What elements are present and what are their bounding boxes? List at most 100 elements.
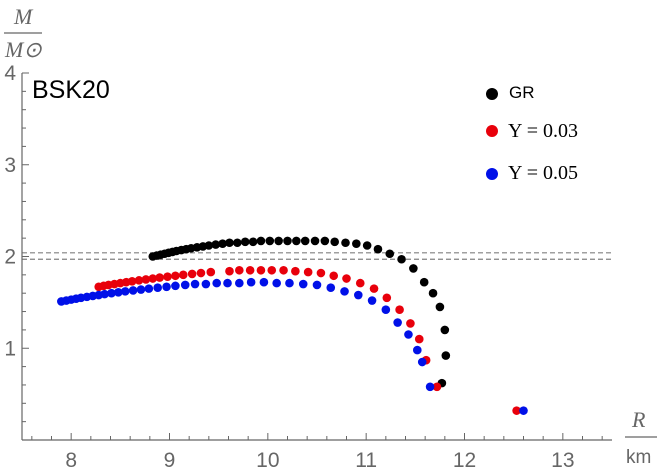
point-gr-36 (428, 288, 438, 298)
point-u003-25 (316, 268, 326, 278)
point-u005-9 (107, 288, 116, 298)
point-u005-17 (171, 281, 180, 291)
point-u005-18 (180, 280, 190, 290)
point-u003-29 (369, 284, 379, 293)
point-u005-26 (272, 278, 281, 288)
x-axis-unit: km (626, 447, 651, 468)
x-tick-label-3: 11 (355, 449, 377, 472)
point-gr-24 (300, 236, 310, 246)
point-u005-39 (425, 382, 435, 392)
series-u005 (57, 277, 528, 415)
point-u003-30 (382, 293, 392, 303)
point-u003-32 (406, 319, 415, 328)
point-u005-28 (298, 279, 308, 289)
point-u003-35 (432, 382, 442, 392)
point-u003-33 (414, 334, 424, 344)
point-u003-26 (329, 271, 339, 281)
y-tick-label-1: 2 (4, 246, 16, 269)
reference-lines (22, 252, 612, 260)
point-gr-29 (352, 239, 361, 248)
point-u003-18 (235, 265, 244, 275)
x-tick-label-2: 10 (256, 449, 279, 472)
point-u003-17 (225, 266, 234, 276)
point-u005-23 (235, 278, 244, 288)
point-u005-33 (367, 296, 377, 305)
point-gr-38 (440, 325, 450, 335)
point-u005-14 (144, 284, 154, 293)
point-gr-22 (283, 236, 292, 246)
point-u003-9 (148, 274, 158, 283)
point-u005-40 (519, 406, 528, 415)
data-points (57, 236, 528, 415)
point-u005-37 (413, 345, 422, 355)
point-u003-14 (187, 269, 197, 279)
legend-label-upsilon-003: Υ = 0.03 (508, 120, 578, 142)
point-gr-21 (274, 236, 283, 246)
point-u005-24 (246, 277, 256, 287)
point-u003-15 (196, 268, 206, 278)
x-tick-label-5: 13 (551, 449, 574, 472)
point-gr-32 (385, 249, 395, 259)
point-gr-12 (204, 241, 214, 250)
point-u003-16 (206, 267, 216, 277)
x-tick-label-0: 8 (65, 449, 77, 472)
point-gr-26 (320, 236, 330, 246)
chart-title: BSK20 (32, 76, 110, 104)
point-u003-12 (171, 271, 180, 281)
point-u003-21 (267, 265, 277, 275)
point-u003-36 (512, 406, 521, 415)
point-u003-6 (127, 276, 137, 286)
point-u005-11 (120, 287, 130, 296)
point-u003-7 (134, 276, 144, 285)
y-tick-label-0: 1 (4, 337, 16, 360)
point-u005-20 (201, 279, 211, 289)
point-u003-31 (395, 305, 404, 315)
point-gr-19 (256, 236, 266, 246)
point-u005-36 (404, 330, 413, 339)
point-gr-37 (435, 302, 445, 312)
point-u005-30 (326, 283, 336, 292)
point-gr-14 (218, 239, 227, 248)
point-u005-38 (417, 357, 427, 367)
point-u003-19 (245, 265, 255, 275)
point-u003-13 (178, 270, 188, 280)
legend-label-gr: GR (509, 83, 535, 102)
point-gr-39 (441, 351, 451, 360)
point-u003-20 (256, 265, 266, 275)
point-u005-8 (100, 289, 109, 299)
point-gr-16 (233, 238, 242, 248)
point-u005-27 (285, 278, 294, 288)
point-u005-12 (128, 286, 138, 295)
point-u003-28 (355, 278, 365, 288)
legend: GR Υ = 0.03 Υ = 0.05 (486, 83, 578, 184)
point-u005-10 (114, 287, 123, 297)
legend-label-upsilon-005: Υ = 0.05 (508, 162, 578, 184)
y-tick-label-2: 3 (4, 154, 16, 177)
y-axis-unit: M⊙ (4, 37, 42, 62)
y-axis-label: M (13, 4, 34, 29)
point-u003-11 (163, 272, 172, 281)
point-u005-21 (212, 278, 221, 288)
point-u003-27 (342, 274, 351, 283)
point-gr-25 (310, 236, 320, 246)
point-u005-19 (190, 279, 200, 289)
point-gr-13 (211, 240, 221, 249)
point-gr-27 (330, 237, 340, 247)
x-tick-label-1: 9 (164, 449, 176, 472)
point-u003-8 (141, 275, 151, 284)
point-gr-30 (362, 241, 372, 250)
point-u005-29 (312, 280, 322, 290)
point-u005-13 (136, 285, 146, 294)
legend-marker-upsilon-005 (486, 168, 498, 180)
point-u003-23 (291, 266, 300, 276)
point-gr-20 (265, 236, 275, 246)
point-u005-34 (381, 305, 391, 315)
point-gr-31 (373, 244, 383, 254)
point-u005-15 (153, 283, 162, 292)
point-gr-17 (240, 237, 250, 247)
legend-marker-upsilon-003 (486, 125, 498, 137)
point-gr-34 (409, 264, 418, 273)
point-u003-24 (303, 267, 313, 277)
